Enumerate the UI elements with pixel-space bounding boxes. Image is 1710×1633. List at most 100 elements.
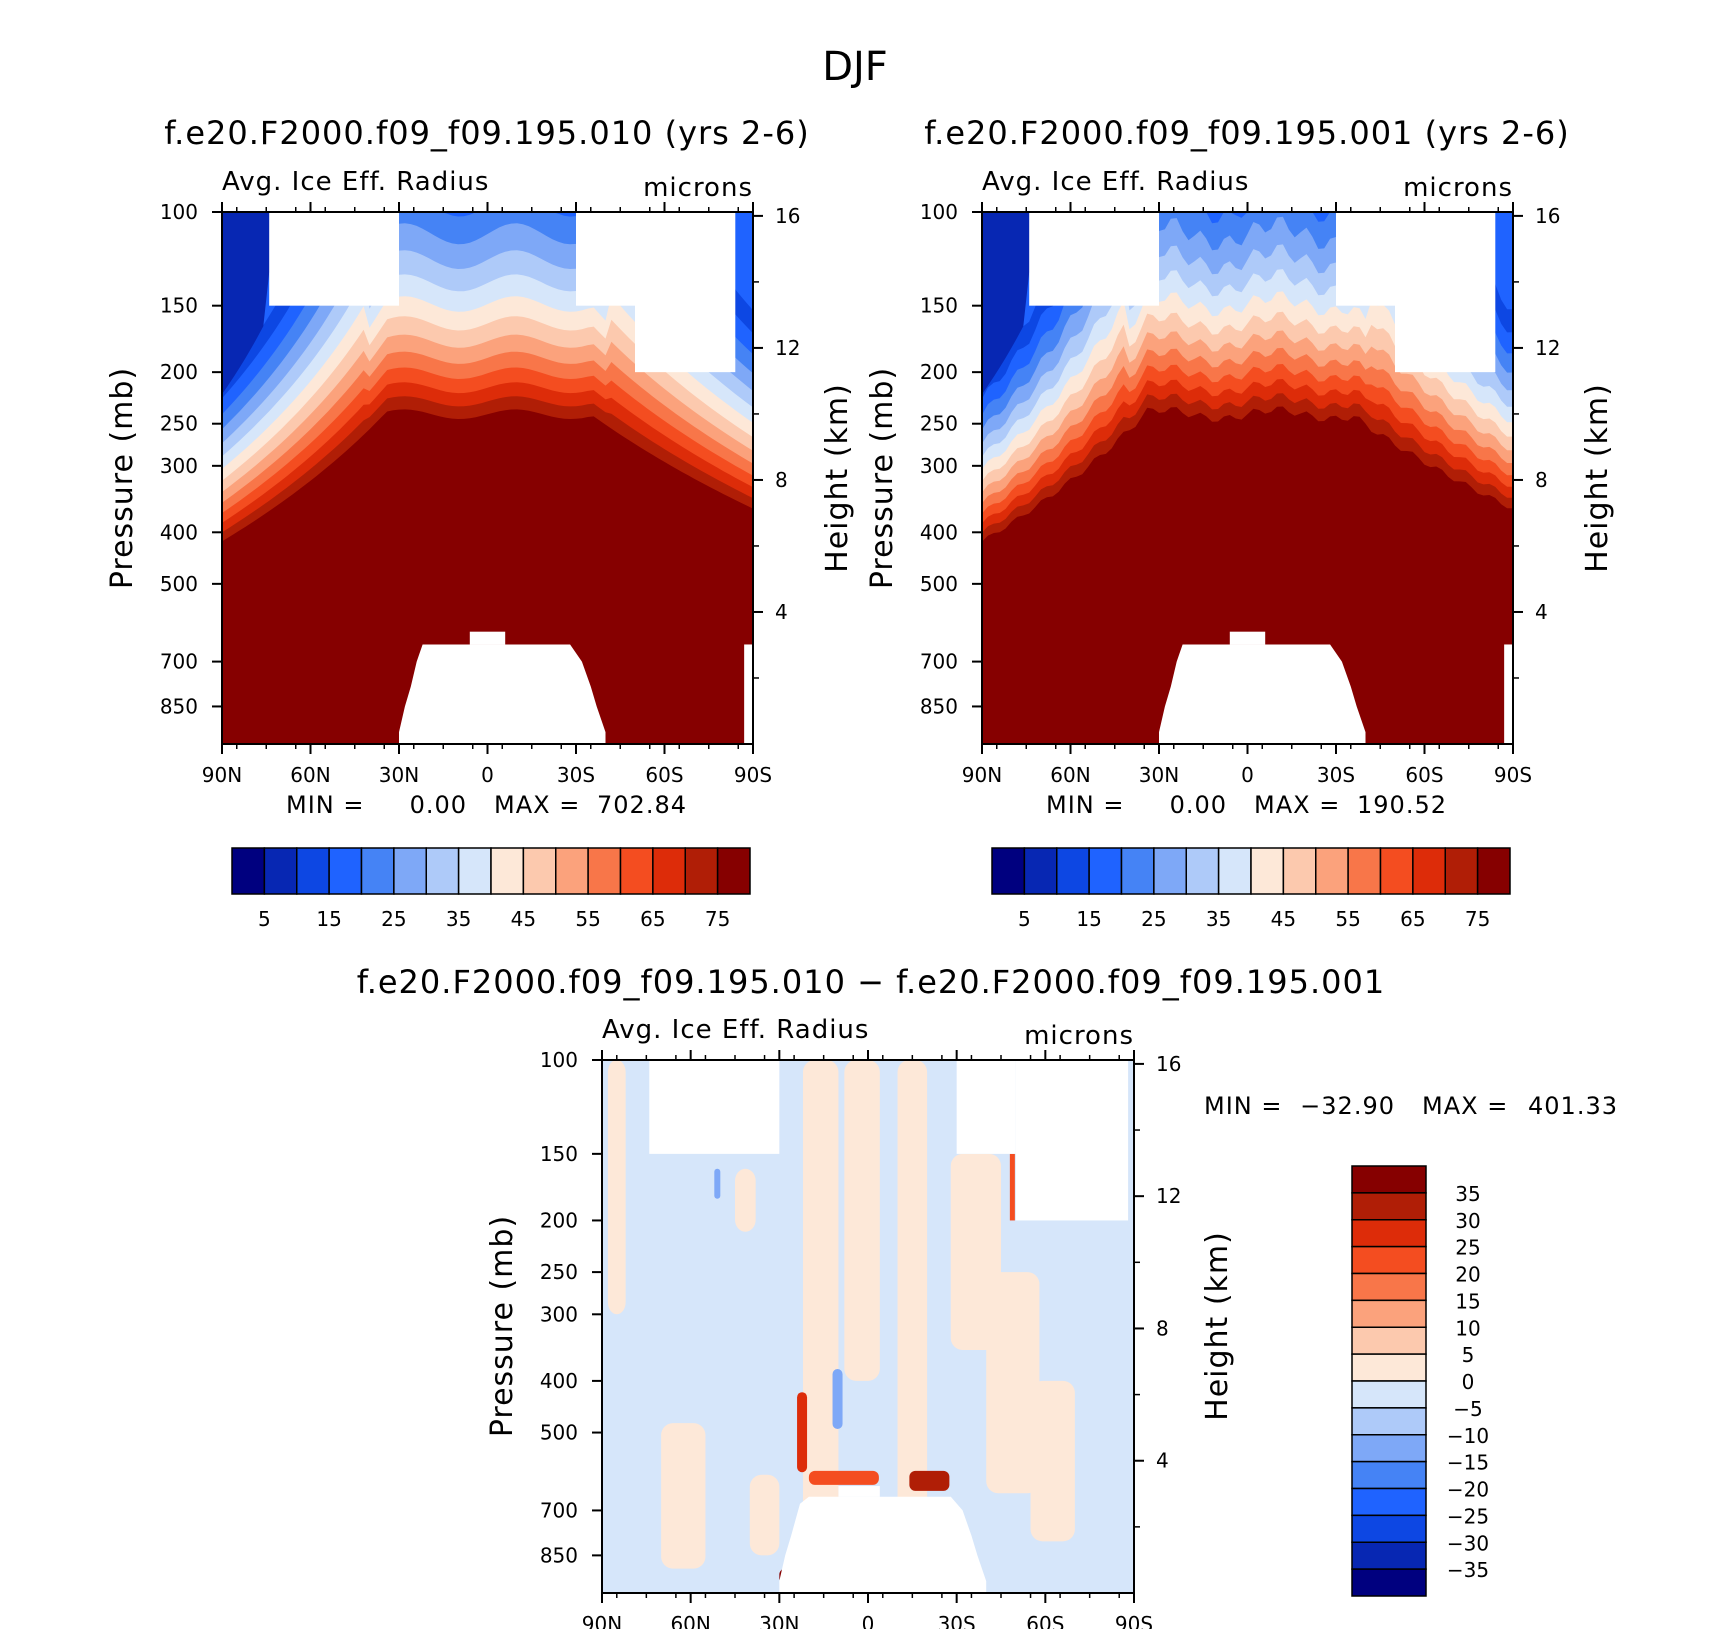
p1-colorbar-box bbox=[490, 847, 525, 895]
p3-colorbar-box bbox=[1351, 1219, 1427, 1248]
p2-surface-mask bbox=[1229, 631, 1266, 645]
panel-2-max-value: 190.52 bbox=[1357, 791, 1447, 819]
p2-colorbar-label: 35 bbox=[1206, 907, 1231, 931]
p1-colorbar-box bbox=[231, 847, 266, 895]
p2-xtick-label: 90S bbox=[1494, 763, 1532, 787]
p1-mask bbox=[635, 211, 736, 373]
p2-colorbar-label: 55 bbox=[1335, 907, 1360, 931]
p2-xtick-label: 90N bbox=[962, 763, 1002, 787]
p3-colorbar-label: 35 bbox=[1455, 1182, 1480, 1206]
p2-colorbar-box bbox=[1347, 847, 1382, 895]
p1-colorbar-box bbox=[555, 847, 589, 895]
p3-colorbar-label: 5 bbox=[1462, 1343, 1475, 1367]
p3-colorbar-box bbox=[1351, 1568, 1427, 1597]
panel-2-ylabel: Pressure (mb) bbox=[865, 367, 900, 589]
p3-colorbar-box bbox=[1351, 1353, 1427, 1382]
panel-2: f.e20.F2000.f09_f09.195.001 (yrs 2-6) Av… bbox=[865, 114, 1615, 931]
panel-3: f.e20.F2000.f09_f09.195.010 − f.e20.F200… bbox=[357, 963, 1617, 1633]
p1-surface-mask bbox=[469, 631, 506, 645]
p1-colorbar-box bbox=[716, 847, 751, 895]
p1-xtick-label: 60N bbox=[290, 763, 330, 787]
p3-ytick-label: 500 bbox=[540, 1421, 578, 1445]
p2-colorbar-box bbox=[1185, 847, 1220, 895]
p2-colorbar-label: 5 bbox=[1018, 907, 1031, 931]
p2-colorbar-box bbox=[1444, 847, 1479, 895]
p2-ytick-label: 100 bbox=[920, 200, 958, 224]
p3-mask bbox=[956, 1059, 1016, 1154]
p3-band bbox=[986, 1272, 1040, 1494]
p1-ytick-label: 150 bbox=[160, 294, 198, 318]
panel-1-ylabel-right: Height (km) bbox=[820, 383, 855, 573]
p3-colorbar-box bbox=[1351, 1514, 1427, 1543]
p3-colorbar-box bbox=[1351, 1541, 1427, 1570]
p1-ytick-label: 500 bbox=[160, 572, 198, 596]
panel-3-contour-field bbox=[602, 1059, 1134, 1593]
p1-colorbar-box bbox=[263, 847, 298, 895]
p1-mask bbox=[576, 211, 635, 306]
p3-rtick-label: 12 bbox=[1156, 1184, 1181, 1208]
p2-colorbar-box bbox=[1056, 847, 1090, 895]
p3-band bbox=[661, 1423, 706, 1569]
p3-band bbox=[909, 1470, 950, 1491]
p3-ytick-label: 200 bbox=[540, 1208, 578, 1232]
panel-1-max-label: MAX = bbox=[494, 791, 580, 819]
panel-3-ticks: 90N 60N 30N 0 30S 60S 90S 100 150 200 250 300 400 500… bbox=[540, 1048, 1182, 1633]
p2-ytick-label: 250 bbox=[920, 412, 958, 436]
p2-colorbar-box bbox=[991, 847, 1026, 895]
p2-colorbar-label: 45 bbox=[1271, 907, 1296, 931]
p3-band bbox=[808, 1470, 879, 1485]
p1-colorbar-box bbox=[425, 847, 460, 895]
p1-ytick-label: 300 bbox=[160, 454, 198, 478]
p2-colorbar-box bbox=[1120, 847, 1155, 895]
p2-colorbar-label: 65 bbox=[1400, 907, 1425, 931]
p3-rtick-label: 8 bbox=[1156, 1316, 1169, 1340]
p3-band bbox=[797, 1392, 808, 1473]
panel-1-min-label: MIN = bbox=[286, 791, 364, 819]
p3-band bbox=[832, 1369, 843, 1430]
p2-rtick-label: 16 bbox=[1535, 204, 1560, 228]
panel-2-min-label: MIN = bbox=[1046, 791, 1124, 819]
panel-1-colorbar: 5 15 25 35 45 55 65 75 bbox=[231, 847, 751, 931]
p2-surface-mask bbox=[1504, 644, 1513, 744]
panel-2-right-string: microns bbox=[1403, 173, 1513, 203]
panel-2-min-value: 0.00 bbox=[1170, 791, 1227, 819]
p3-colorbar-box bbox=[1351, 1245, 1427, 1275]
p2-xtick-label: 0 bbox=[1241, 763, 1254, 787]
p3-colorbar-label: −5 bbox=[1453, 1397, 1482, 1421]
p3-colorbar-label: −15 bbox=[1447, 1451, 1489, 1475]
p3-colorbar-box bbox=[1351, 1272, 1427, 1302]
p3-colorbar-label: −20 bbox=[1447, 1478, 1489, 1502]
p1-xtick-label: 30S bbox=[557, 763, 595, 787]
p1-ytick-label: 700 bbox=[160, 650, 198, 674]
p1-xtick-label: 90S bbox=[734, 763, 772, 787]
p1-colorbar-box bbox=[522, 847, 557, 895]
p3-band bbox=[1030, 1380, 1075, 1542]
p1-colorbar-box bbox=[328, 847, 363, 895]
p3-xtick-label: 90N bbox=[582, 1612, 622, 1629]
p1-colorbar-box bbox=[652, 847, 686, 895]
p1-ytick-label: 400 bbox=[160, 520, 198, 544]
p1-colorbar-label: 55 bbox=[575, 907, 600, 931]
p3-colorbar-box bbox=[1351, 1299, 1427, 1328]
p3-colorbar-box bbox=[1351, 1192, 1427, 1221]
p1-colorbar-label: 5 bbox=[258, 907, 271, 931]
panel-2-colorbar: 5 15 25 35 45 55 65 75 bbox=[991, 847, 1511, 931]
panel-3-title: f.e20.F2000.f09_f09.195.010 − f.e20.F200… bbox=[357, 963, 1386, 1001]
panel-2-contour-field bbox=[982, 211, 1513, 744]
p2-band bbox=[982, 406, 1513, 744]
p3-band bbox=[714, 1168, 721, 1199]
p2-colorbar-label: 15 bbox=[1076, 907, 1101, 931]
p3-xtick-label: 30S bbox=[938, 1612, 976, 1629]
p3-band bbox=[802, 1060, 839, 1542]
panel-1: f.e20.F2000.f09_f09.195.010 (yrs 2-6) Av… bbox=[105, 114, 855, 931]
p3-colorbar-box bbox=[1351, 1434, 1427, 1463]
p1-xtick-label: 60S bbox=[645, 763, 683, 787]
p1-colorbar-label: 25 bbox=[381, 907, 406, 931]
p1-colorbar-box bbox=[457, 847, 492, 895]
figure-title: DJF bbox=[822, 44, 888, 90]
p3-band bbox=[735, 1168, 756, 1232]
p3-band bbox=[1009, 1153, 1015, 1221]
panel-1-title: f.e20.F2000.f09_f09.195.010 (yrs 2-6) bbox=[164, 114, 810, 152]
panel-3-right-string: microns bbox=[1024, 1021, 1134, 1051]
p2-colorbar-box bbox=[1476, 847, 1511, 895]
